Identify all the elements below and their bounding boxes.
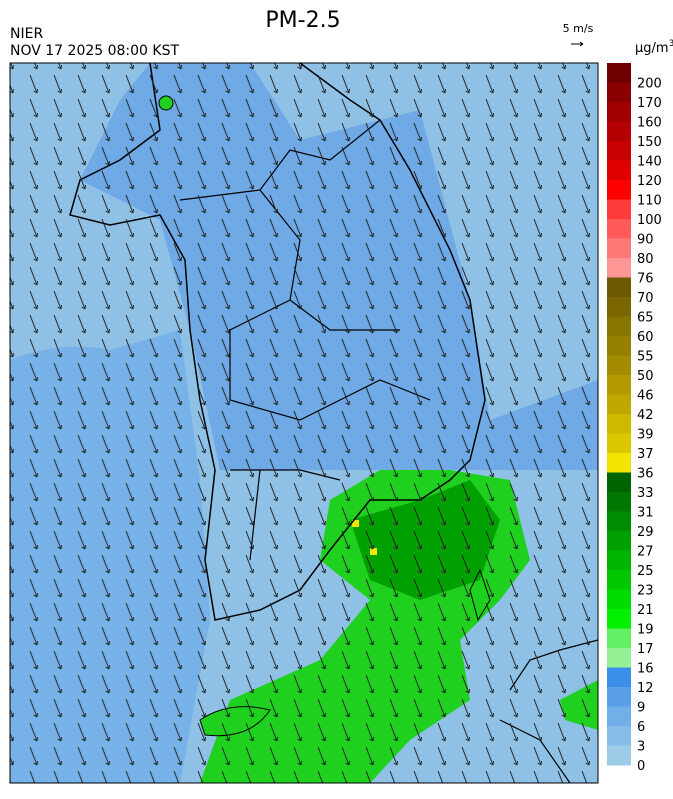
colorbar-label: 9 (637, 701, 645, 716)
colorbar-cell (607, 141, 631, 161)
colorbar-label: 160 (637, 116, 662, 131)
wind-vectors (10, 63, 598, 783)
colorbar-label: 12 (637, 681, 654, 696)
colorbar-label: 39 (637, 428, 654, 443)
colorbar-label: 46 (637, 389, 654, 404)
colorbar-cell (607, 570, 631, 590)
colorbar-label: 170 (637, 96, 662, 111)
colorbar-label: 50 (637, 369, 654, 384)
colorbar-cell (607, 706, 631, 727)
map-frame (9, 62, 599, 784)
colorbar-label: 37 (637, 447, 654, 462)
colorbar-label: 23 (637, 584, 654, 599)
colorbar-cell (607, 589, 631, 610)
colorbar-cell (607, 102, 631, 122)
colorbar-cell (607, 745, 631, 766)
colorbar-cell (607, 648, 631, 668)
colorbar-label: 60 (637, 330, 654, 345)
colorbar-label: 25 (637, 564, 654, 579)
agency: NIER (10, 26, 43, 42)
colorbar-cell (607, 414, 631, 434)
colorbar-label: 19 (637, 623, 654, 638)
wind-scale-arrow (571, 41, 584, 47)
colorbar-label: 140 (637, 155, 662, 170)
colorbar-label: 16 (637, 662, 654, 677)
colorbar-cell (607, 511, 631, 532)
colorbar-cell (607, 336, 631, 356)
colorbar-cell (607, 63, 631, 83)
colorbar-cell (607, 277, 631, 298)
datetime: NOV 17 2025 08:00 KST (10, 43, 179, 59)
colorbar-label: 36 (637, 467, 654, 482)
colorbar-cell (607, 82, 631, 103)
colorbar-cell (607, 355, 631, 376)
colorbar-cell (607, 492, 631, 512)
title: PM-2.5 (265, 8, 340, 33)
colorbar: 2001701601501401201101009080767065605550… (607, 63, 662, 774)
wind-scale-label: 5 m/s (563, 22, 594, 35)
colorbar-label: 33 (637, 486, 654, 501)
colorbar-label: 31 (637, 506, 654, 521)
colorbar-label: 21 (637, 603, 654, 618)
colorbar-cell (607, 297, 631, 317)
colorbar-cell (607, 550, 631, 571)
colorbar-cell (607, 121, 631, 142)
colorbar-label: 90 (637, 233, 654, 248)
colorbar-cell (607, 433, 631, 454)
colorbar-cell (607, 453, 631, 473)
colorbar-label: 6 (637, 720, 645, 735)
colorbar-label: 29 (637, 525, 654, 540)
colorbar-cell (607, 609, 631, 629)
colorbar-label: 17 (637, 642, 654, 657)
colorbar-label: 120 (637, 174, 662, 189)
colorbar-cell (607, 316, 631, 337)
colorbar-cell (607, 180, 631, 200)
colorbar-cell (607, 238, 631, 259)
colorbar-label: 42 (637, 408, 654, 423)
colorbar-cell (607, 472, 631, 493)
map (10, 63, 598, 783)
colorbar-cell (607, 667, 631, 688)
colorbar-label: 80 (637, 252, 654, 267)
unit-base: μg/m (635, 41, 669, 56)
colorbar-label: 150 (637, 135, 662, 150)
colorbar-label: 65 (637, 311, 654, 326)
colorbar-cell (607, 160, 631, 181)
colorbar-cell (607, 726, 631, 746)
colorbar-label: 27 (637, 545, 654, 560)
unit-sup: 3 (669, 39, 673, 49)
colorbar-cell (607, 687, 631, 707)
colorbar-cell (607, 375, 631, 395)
colorbar-cell (607, 628, 631, 649)
colorbar-label: 76 (637, 272, 654, 287)
colorbar-unit: μg/m3 (635, 39, 673, 56)
colorbar-cell (607, 394, 631, 415)
colorbar-cell (607, 258, 631, 278)
colorbar-label: 3 (637, 740, 645, 755)
colorbar-label: 70 (637, 291, 654, 306)
colorbar-label: 100 (637, 213, 662, 228)
colorbar-label: 110 (637, 194, 662, 209)
colorbar-cell (607, 531, 631, 551)
colorbar-label: 0 (637, 759, 645, 774)
colorbar-label: 55 (637, 350, 654, 365)
colorbar-label: 200 (637, 77, 662, 92)
colorbar-cell (607, 199, 631, 220)
colorbar-cell (607, 219, 631, 239)
